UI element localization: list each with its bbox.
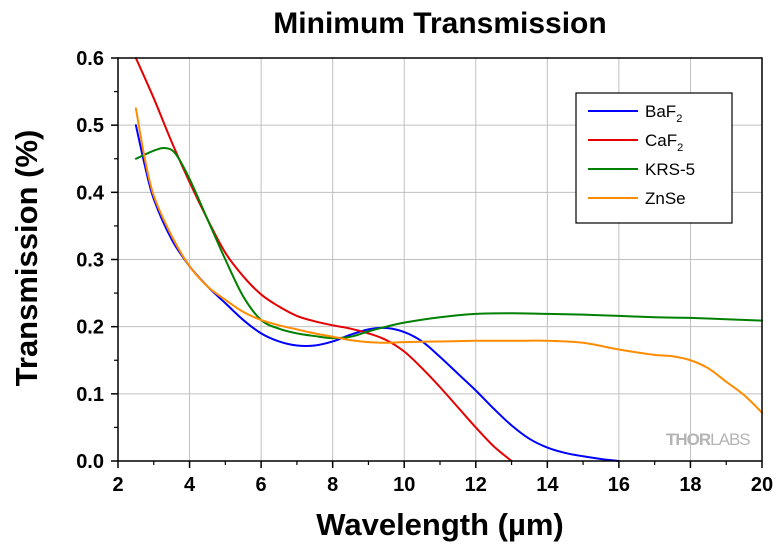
y-tick-label: 0.6 bbox=[76, 48, 104, 70]
legend-label-krs-5: KRS-5 bbox=[645, 160, 695, 179]
axes bbox=[111, 57, 763, 468]
y-tick-label: 0.5 bbox=[76, 115, 104, 137]
legend-box bbox=[575, 92, 733, 224]
y-tick-label: 0.0 bbox=[76, 451, 104, 473]
x-tick-label: 14 bbox=[536, 474, 559, 496]
legend-label-znse: ZnSe bbox=[645, 189, 686, 208]
watermark-labs: LABS bbox=[710, 430, 750, 449]
y-tick-labels: 0.0 0.1 0.2 0.3 0.4 0.5 0.6 bbox=[76, 48, 105, 473]
x-tick-labels: 2 4 6 8 10 12 14 16 18 20 bbox=[112, 474, 773, 496]
y-axis-label: Transmission (%) bbox=[9, 130, 44, 387]
y-tick-label: 0.2 bbox=[76, 317, 104, 339]
x-tick-label: 8 bbox=[327, 474, 338, 496]
series-line-znse bbox=[134, 107, 763, 414]
series-lines bbox=[134, 57, 763, 462]
x-tick-label: 6 bbox=[256, 474, 267, 496]
x-tick-label: 4 bbox=[184, 474, 196, 496]
legend-label-caf2: CaF2 bbox=[645, 131, 683, 154]
chart-title: Minimum Transmission bbox=[273, 7, 606, 40]
legend-label-baf2: BaF2 bbox=[645, 102, 682, 125]
x-axis-label: Wavelength (µm) bbox=[316, 507, 564, 542]
series-line-krs-5 bbox=[134, 146, 763, 340]
series-line-baf2 bbox=[134, 124, 620, 462]
x-tick-label: 2 bbox=[112, 474, 123, 496]
svg-text:THORLABS: THORLABS bbox=[666, 430, 750, 449]
thorlabs-watermark: THORLABS bbox=[666, 430, 751, 449]
x-tick-label: 16 bbox=[608, 474, 630, 496]
x-tick-label: 10 bbox=[393, 474, 415, 496]
watermark-thor: THOR bbox=[666, 430, 711, 449]
y-tick-label: 0.4 bbox=[76, 182, 105, 204]
x-tick-label: 20 bbox=[751, 474, 773, 496]
x-tick-label: 12 bbox=[465, 474, 487, 496]
x-tick-label: 18 bbox=[679, 474, 701, 496]
y-tick-label: 0.3 bbox=[76, 250, 104, 272]
legend: BaF2 CaF2 KRS-5 ZnSe bbox=[575, 92, 733, 224]
y-tick-label: 0.1 bbox=[76, 384, 104, 406]
